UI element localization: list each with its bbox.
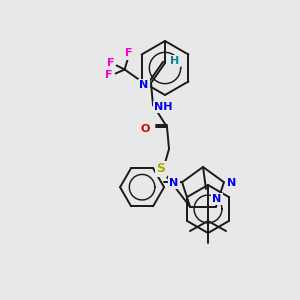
Text: S: S bbox=[157, 163, 166, 176]
Text: N: N bbox=[169, 178, 179, 188]
Text: O: O bbox=[140, 124, 150, 134]
Text: F: F bbox=[105, 70, 112, 80]
Text: F: F bbox=[125, 49, 132, 58]
Text: N: N bbox=[227, 178, 236, 188]
Text: N: N bbox=[140, 80, 148, 90]
Text: N: N bbox=[212, 194, 222, 204]
Text: NH: NH bbox=[154, 102, 172, 112]
Text: H: H bbox=[170, 56, 180, 66]
Text: F: F bbox=[107, 58, 114, 68]
